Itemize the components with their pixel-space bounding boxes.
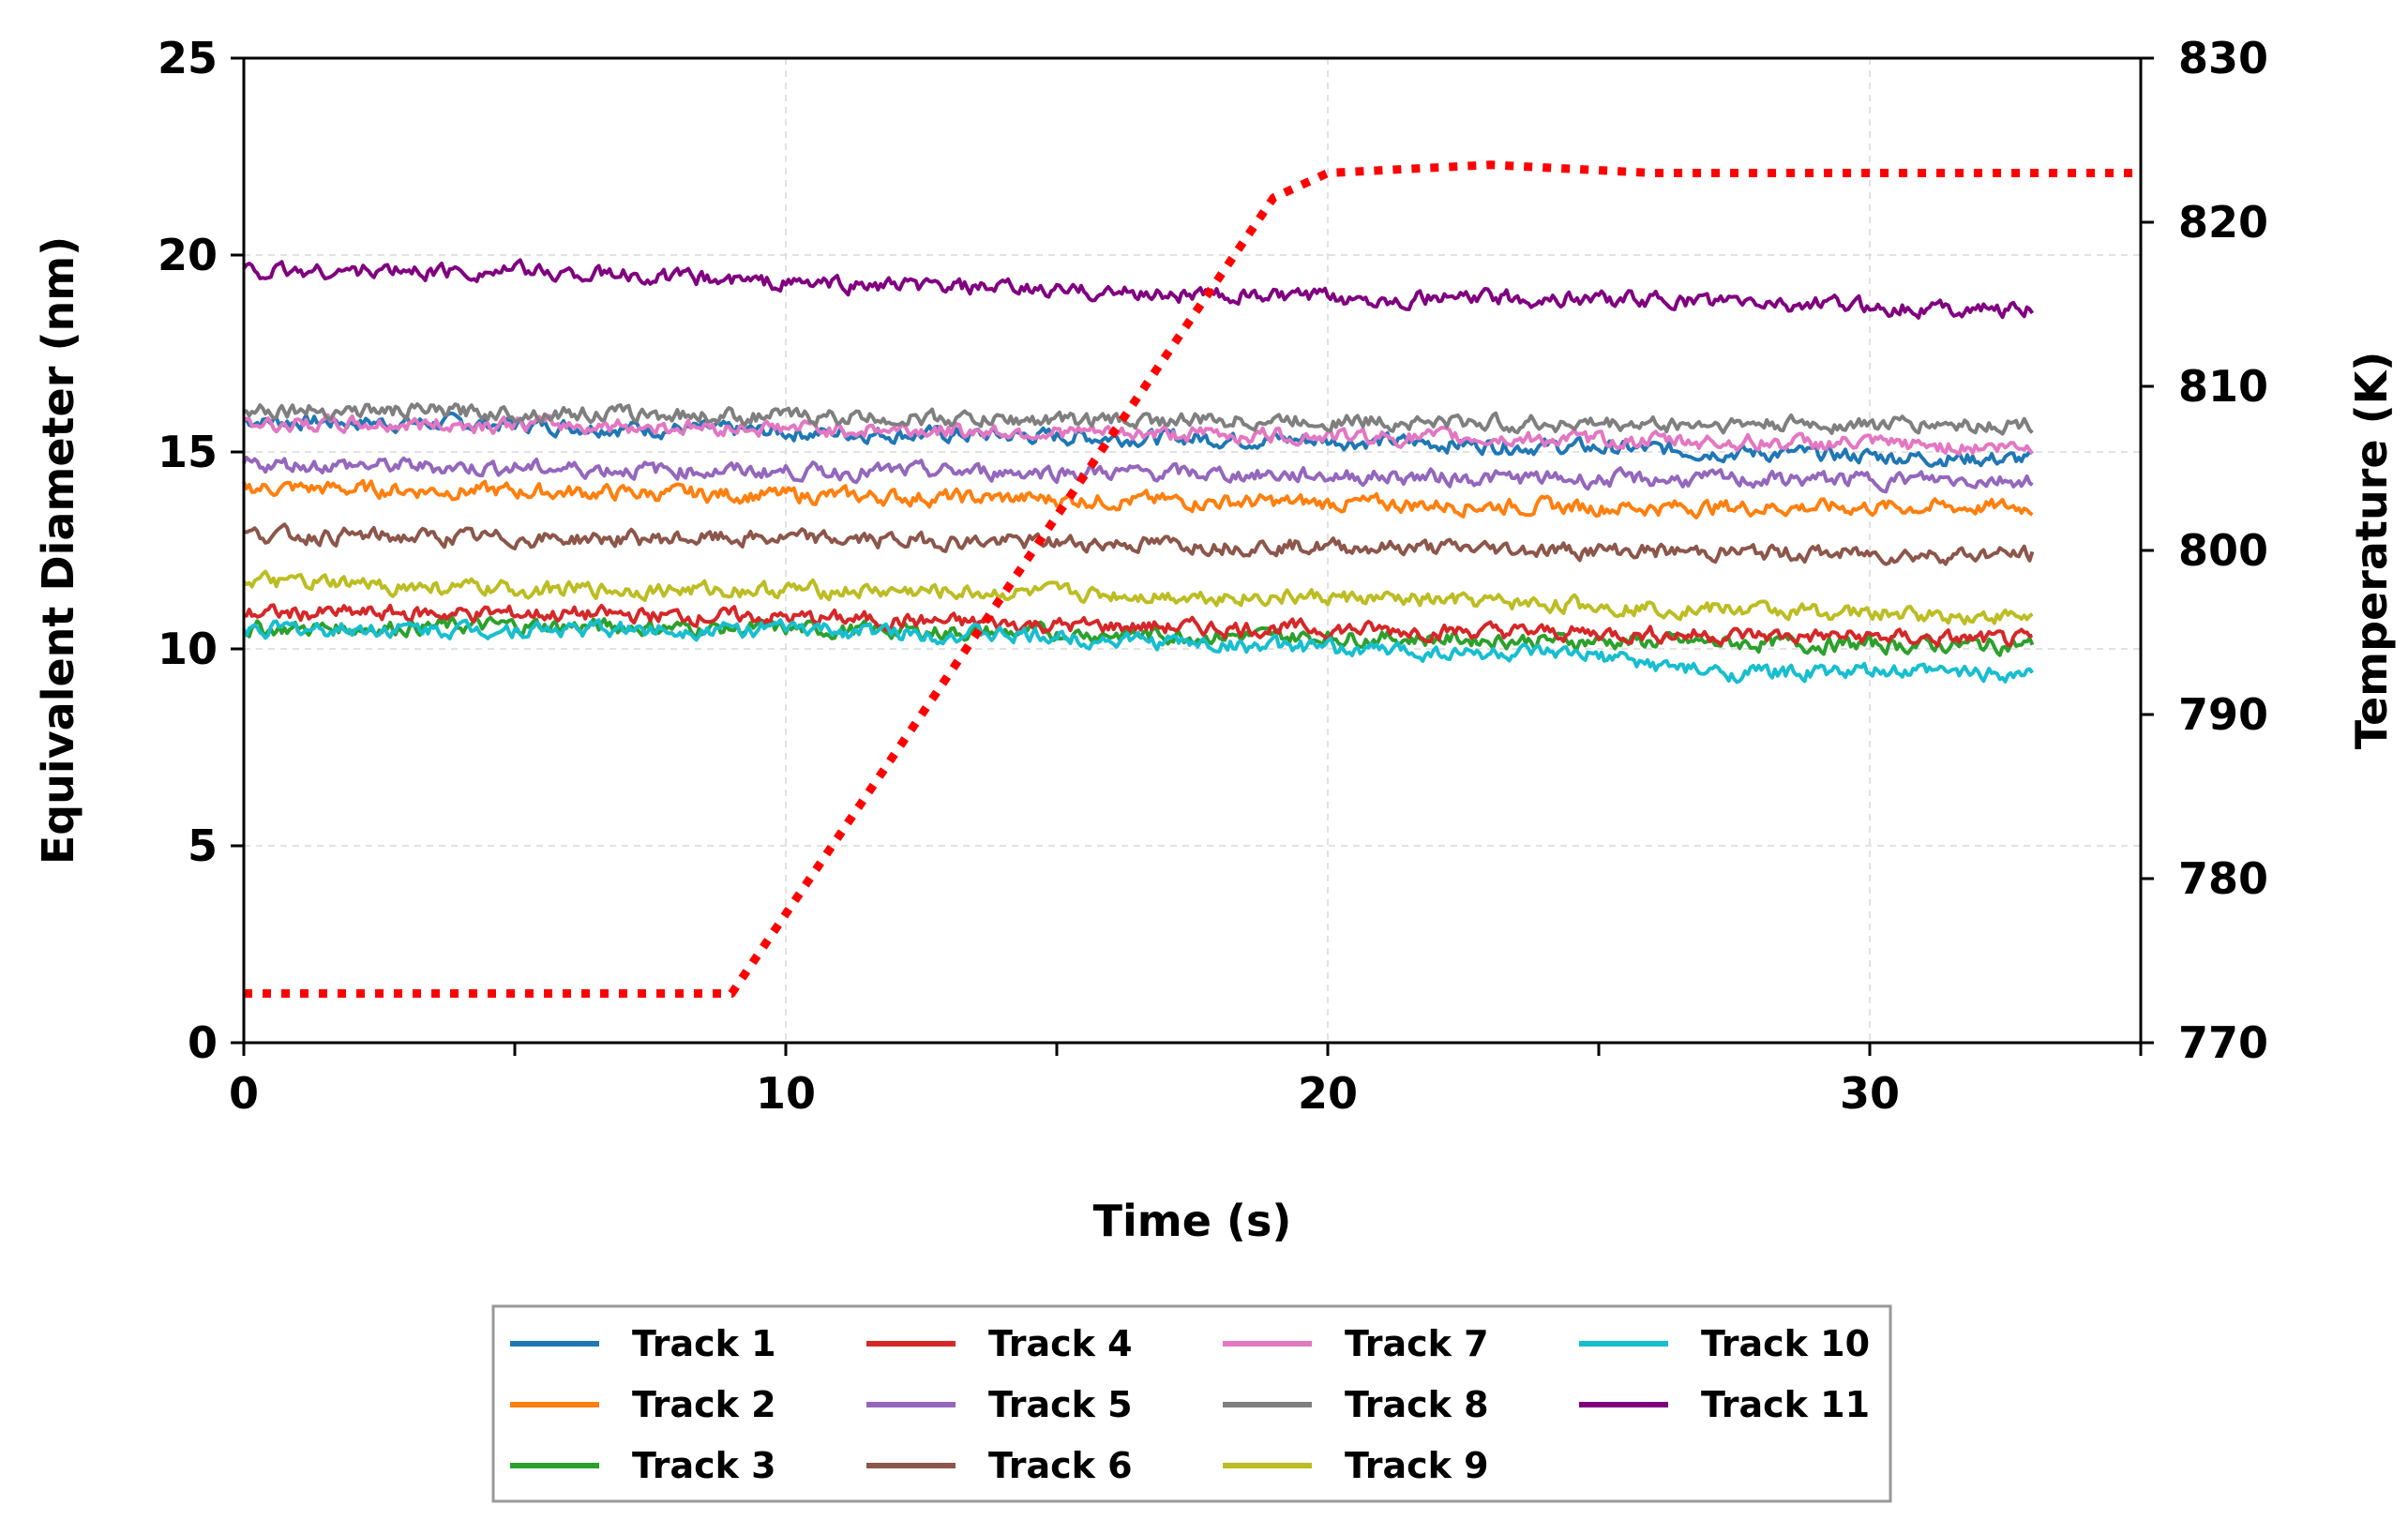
legend-label: Track 7: [1345, 1323, 1489, 1364]
series-line-track-9: [242, 569, 2034, 625]
y2-tick-label: 800: [2178, 525, 2268, 576]
y2-tick-label: 790: [2178, 689, 2268, 740]
y-axis-title: Equivalent Diameter (nm): [33, 236, 83, 865]
legend-label: Track 4: [988, 1323, 1133, 1364]
axes: 0 10 20 30 0 5 10 15 20 25 770 780 790 800 810 820 830: [158, 33, 2268, 1119]
legend-label: Track 9: [1345, 1445, 1489, 1486]
series-line-track-2: [242, 478, 2034, 519]
y-tick-label: 5: [188, 820, 218, 871]
legend-label: Track 10: [1701, 1323, 1870, 1364]
series-line-track-5: [242, 456, 2034, 494]
legend-label: Track 2: [632, 1384, 776, 1425]
legend-label: Track 8: [1345, 1384, 1489, 1425]
legend-label: Track 6: [988, 1445, 1133, 1486]
series-line-track-4: [243, 603, 2033, 648]
legend-label: Track 11: [1701, 1384, 1870, 1425]
y-tick-label: 15: [158, 427, 218, 477]
temperature-line: [244, 160, 2141, 998]
y-tick-label: 0: [188, 1017, 218, 1068]
y-tick-label: 20: [158, 230, 218, 280]
series-line-track-6: [243, 522, 2035, 566]
grid: [244, 58, 2141, 1043]
y2-tick-label: 820: [2178, 197, 2268, 248]
series-line-track-11: [242, 258, 2035, 320]
legend-label: Track 5: [988, 1384, 1133, 1425]
x-tick-label: 10: [756, 1068, 816, 1119]
y2-axis-title: Temperature (K): [2346, 352, 2397, 750]
series-layer: [242, 160, 2141, 998]
y2-tick-label: 830: [2178, 33, 2268, 83]
y-tick-label: 25: [158, 33, 218, 83]
x-tick-label: 20: [1298, 1068, 1358, 1119]
x-axis-title: Time (s): [1093, 1196, 1292, 1246]
y-tick-label: 10: [158, 624, 218, 674]
series-line-track-8: [243, 402, 2034, 436]
series-line-track-1: [243, 411, 2034, 468]
series-line-track-10: [242, 618, 2035, 685]
x-tick-label: 30: [1840, 1068, 1900, 1119]
y2-tick-label: 810: [2178, 361, 2268, 412]
y2-tick-label: 770: [2178, 1017, 2268, 1068]
legend-label: Track 3: [632, 1445, 776, 1486]
legend: Track 1 Track 2 Track 3 Track 4 Track 5 Track…: [491, 1304, 1892, 1503]
y2-tick-label: 780: [2178, 853, 2268, 904]
legend-label: Track 1: [632, 1323, 776, 1364]
x-tick-label: 0: [229, 1068, 259, 1119]
